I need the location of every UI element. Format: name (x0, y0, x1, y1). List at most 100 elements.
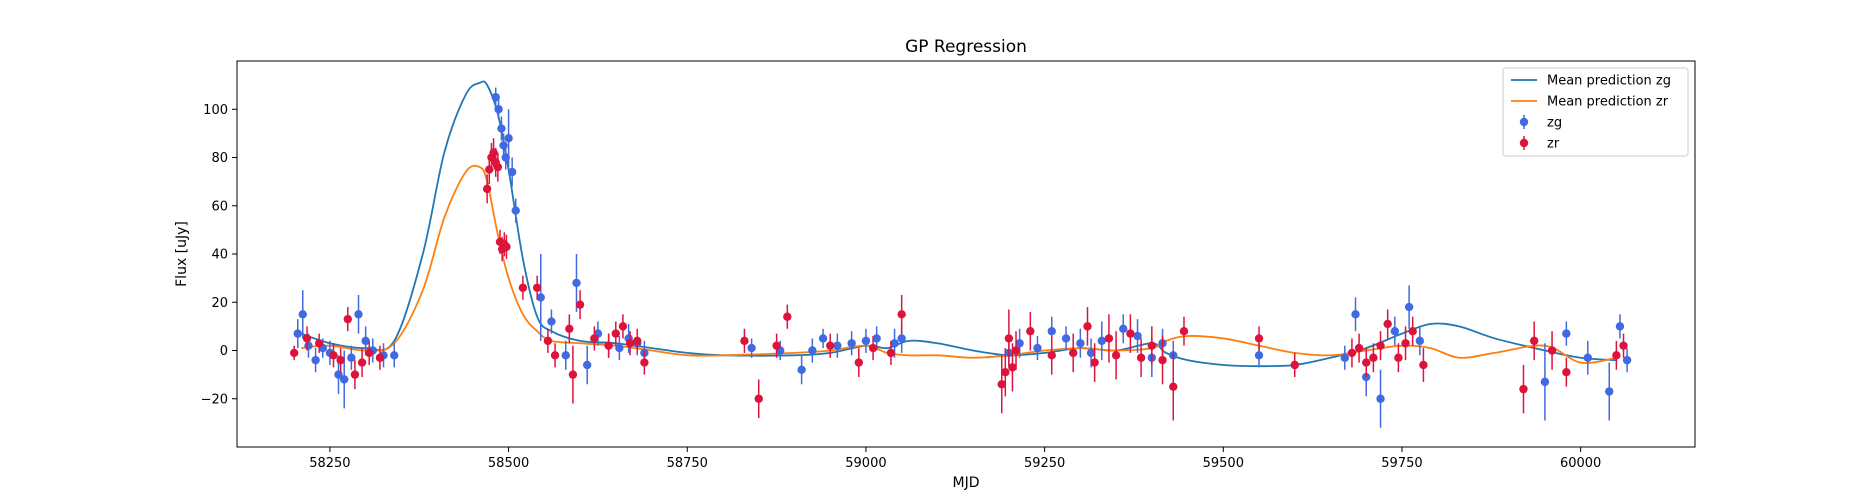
x-tick-label: 58500 (488, 456, 529, 471)
point-zr (868, 343, 878, 353)
y-tick-label: 20 (211, 296, 228, 311)
legend-box (1502, 67, 1689, 157)
point-zr (1047, 351, 1056, 360)
point-zr (575, 300, 585, 309)
point-zr (997, 380, 1006, 389)
legend: Mean prediction zg Mean prediction zr zg zr (1502, 67, 1689, 157)
point-zr (604, 341, 613, 350)
point-zr (633, 336, 642, 346)
point-zg (1033, 343, 1042, 353)
point-zr (350, 370, 360, 379)
point-zg (1404, 302, 1414, 312)
point-zr (1169, 382, 1178, 391)
point-zr (740, 336, 749, 346)
line-mean-prediction-zg (301, 80, 1617, 368)
point-zr (1562, 368, 1571, 377)
x-tick-label: 59500 (1203, 456, 1244, 471)
y-axis: −20 0 20 40 60 80 100 (201, 103, 237, 407)
point-zg (1583, 353, 1592, 362)
y-tick-label: 80 (211, 151, 228, 166)
point-zg (1047, 327, 1056, 336)
point-zr (357, 358, 367, 367)
x-tick-label: 58250 (309, 456, 350, 471)
point-zg (304, 341, 313, 350)
point-zr (336, 355, 345, 365)
point-zr (886, 348, 896, 358)
legend-swatch-marker (1519, 138, 1529, 148)
point-zg (1097, 336, 1106, 346)
point-zr (1004, 334, 1014, 343)
point-zr (1001, 368, 1010, 377)
point-zr (314, 339, 324, 348)
point-zr (502, 242, 511, 251)
point-zr (772, 341, 781, 350)
point-zr (493, 162, 503, 172)
point-zg (818, 334, 828, 343)
point-zg (491, 92, 500, 102)
point-zg (1415, 336, 1425, 346)
point-zr (640, 358, 649, 367)
point-zg (1605, 387, 1614, 396)
point-zr (1369, 353, 1378, 362)
point-zg (797, 365, 806, 374)
point-zr (1376, 341, 1385, 350)
point-zg (847, 339, 856, 348)
point-zg (504, 134, 513, 143)
point-zr (1401, 339, 1410, 348)
point-zg (1540, 377, 1550, 387)
point-zg (298, 310, 307, 319)
x-tick-label: 59000 (845, 456, 886, 471)
point-zr (1254, 334, 1264, 343)
point-zg (1254, 351, 1264, 360)
y-tick-label: 60 (211, 199, 228, 214)
legend-label: Mean prediction zr (1547, 95, 1669, 110)
point-zr (1362, 358, 1371, 367)
point-zr (783, 312, 792, 321)
y-tick-label: 40 (211, 248, 228, 263)
point-zg (1015, 339, 1024, 348)
legend-label: zg (1547, 116, 1562, 131)
point-zg (808, 346, 817, 355)
x-axis-label: MJD (953, 475, 980, 491)
y-tick-label: 100 (203, 103, 228, 118)
point-zr (1158, 355, 1167, 365)
point-zg (561, 351, 570, 360)
point-zg (511, 206, 520, 215)
legend-label: zr (1547, 137, 1560, 152)
point-zg (833, 341, 842, 350)
point-zr (1008, 363, 1017, 372)
point-zg (354, 310, 363, 319)
legend-swatch-marker (1519, 117, 1529, 127)
point-zg (1340, 353, 1349, 362)
x-tick-label: 58750 (667, 456, 708, 471)
point-zg (1376, 394, 1385, 403)
point-zr (1179, 327, 1189, 336)
point-zg (361, 336, 370, 346)
point-zr (618, 322, 628, 331)
point-zr (1383, 319, 1392, 329)
point-zg (572, 278, 581, 288)
y-tick-label: −20 (201, 392, 228, 407)
plot-lines (301, 80, 1617, 368)
point-zg (507, 167, 517, 177)
point-zr (826, 341, 835, 350)
point-zr (1347, 348, 1357, 358)
point-zg (390, 351, 399, 360)
point-zr (550, 351, 560, 360)
point-zg (1562, 329, 1571, 338)
point-zg (872, 334, 881, 343)
point-zr (1111, 351, 1121, 360)
point-zg (1615, 322, 1625, 331)
point-zr (1547, 346, 1557, 355)
point-zg (499, 141, 508, 150)
point-zg (747, 343, 756, 353)
point-zg (497, 124, 506, 133)
point-zr (1090, 358, 1099, 367)
point-zr (302, 334, 312, 343)
point-zr (568, 370, 578, 379)
point-zr (343, 314, 352, 324)
point-zg (1119, 324, 1128, 333)
point-zr (518, 283, 528, 292)
x-tick-label: 59250 (1024, 456, 1065, 471)
